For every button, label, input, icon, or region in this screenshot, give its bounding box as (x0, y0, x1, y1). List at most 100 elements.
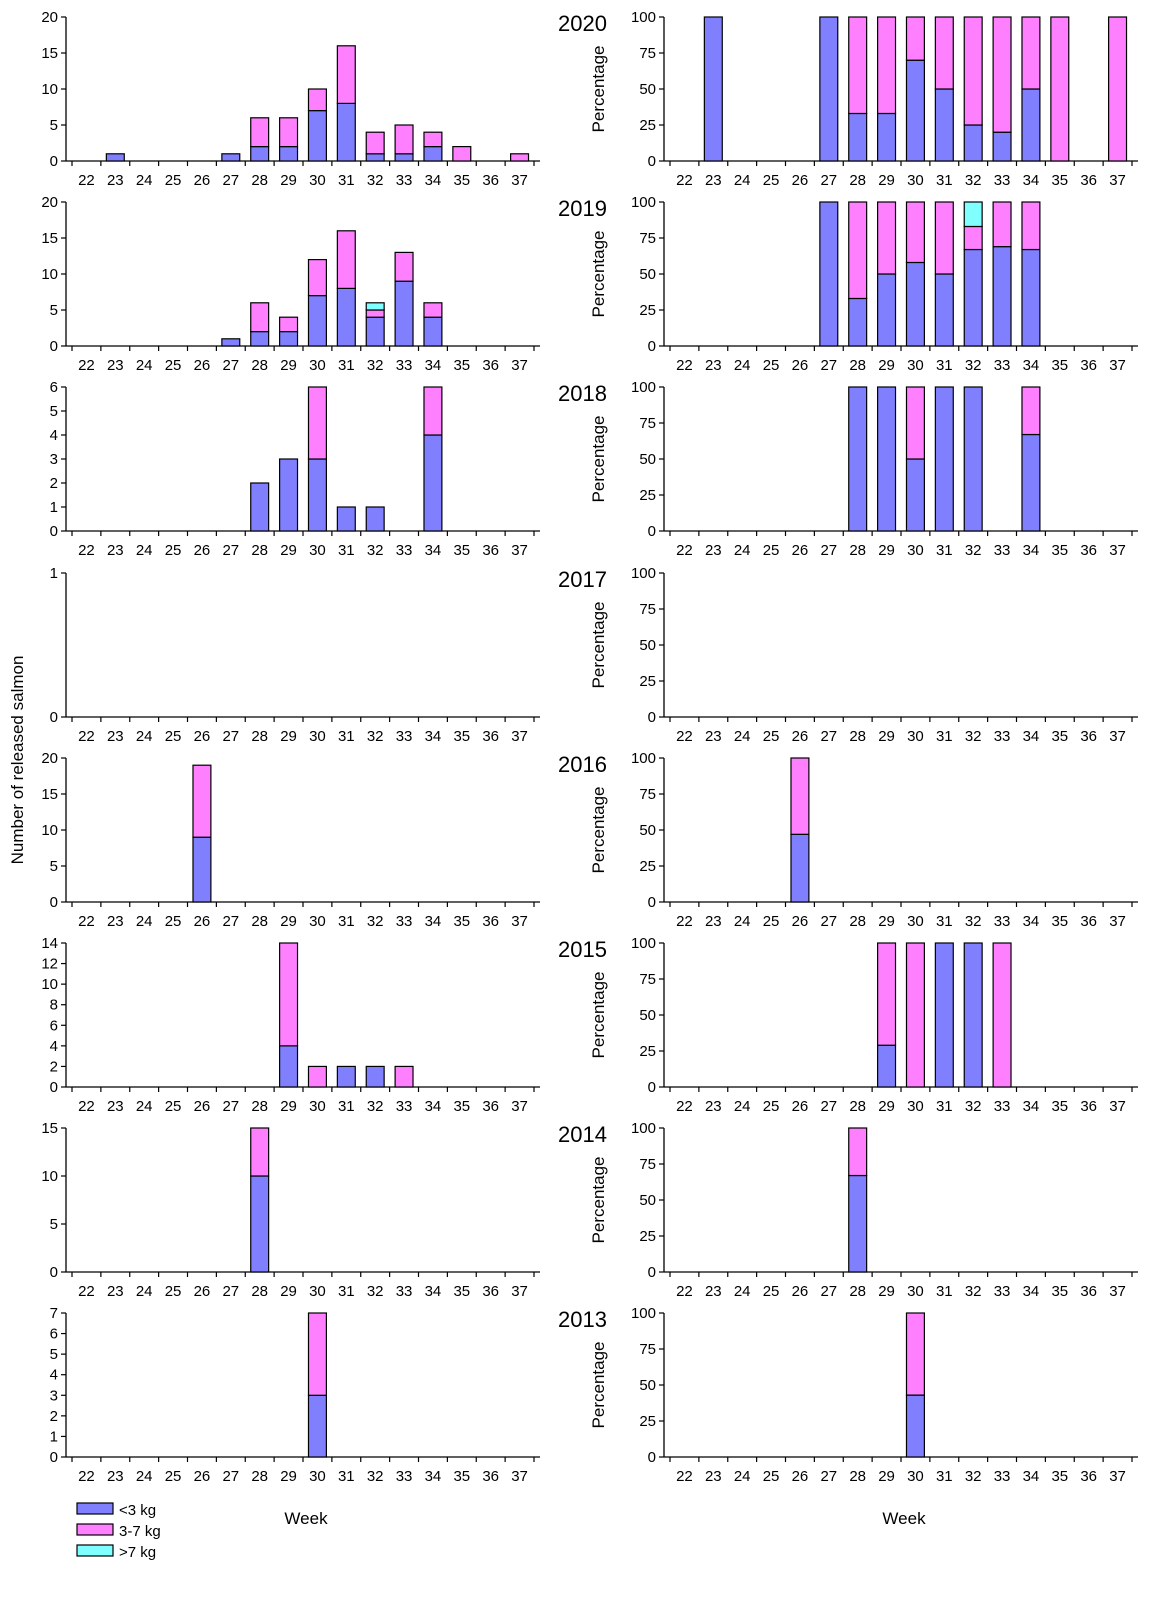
bar-segment (1022, 89, 1040, 161)
bar-segment (935, 387, 953, 531)
x-tick-label: 23 (107, 542, 124, 559)
x-tick-label: 22 (78, 357, 95, 374)
bar-segment (395, 154, 413, 161)
y-tick-label: 15 (41, 786, 58, 803)
y-tick-label: 14 (41, 935, 58, 952)
y-tick-label: 5 (50, 117, 58, 134)
bar-segment (935, 89, 953, 161)
bar-segment (511, 154, 529, 161)
y-tick-label: 25 (639, 1043, 656, 1060)
bar-segment (849, 1128, 867, 1176)
x-tick-label: 35 (1051, 728, 1068, 745)
x-tick-label: 31 (338, 1283, 355, 1300)
x-tick-label: 36 (482, 1098, 499, 1115)
x-tick-label: 34 (1023, 542, 1040, 559)
year-label: 2018 (558, 381, 607, 406)
x-tick-label: 32 (965, 357, 982, 374)
x-tick-label: 31 (338, 728, 355, 745)
x-tick-label: 30 (907, 913, 924, 930)
y-axis-label-percentage: Percentage (589, 602, 608, 689)
x-tick-label: 27 (222, 1098, 239, 1115)
x-tick-label: 35 (1051, 357, 1068, 374)
bar-segment (106, 154, 124, 161)
y-tick-label: 10 (41, 81, 58, 98)
x-tick-label: 31 (936, 357, 953, 374)
x-tick-label: 34 (1023, 728, 1040, 745)
x-tick-label: 36 (1080, 1098, 1097, 1115)
panel-percent-1: 0 25 50 75 100 22 23 24 25 26 27 28 29 30 31 32 33 34 35 36… (558, 9, 1138, 189)
x-tick-label: 33 (994, 542, 1011, 559)
bar-segment (308, 111, 326, 161)
x-tick-label: 26 (792, 1283, 809, 1300)
x-tick-label: 28 (849, 357, 866, 374)
y-tick-label: 15 (41, 1120, 58, 1137)
x-tick-label: 26 (792, 1098, 809, 1115)
panel-count-1: 0 5 10 15 20 22 23 24 25 26 27 28 29 30 31 32 33 34 35 36 37 (41, 9, 540, 189)
x-tick-label: 25 (763, 913, 780, 930)
x-tick-label: 28 (849, 728, 866, 745)
x-tick-label: 34 (425, 357, 442, 374)
x-tick-label: 22 (676, 357, 693, 374)
x-tick-label: 26 (792, 172, 809, 189)
bar-segment (935, 943, 953, 1087)
bar-segment (308, 1313, 326, 1395)
bar-segment (251, 1128, 269, 1176)
x-tick-label: 22 (676, 172, 693, 189)
bar-segment (251, 483, 269, 531)
x-tick-label: 37 (511, 913, 528, 930)
bar-segment (424, 387, 442, 435)
bar-segment (395, 281, 413, 346)
x-tick-label: 26 (194, 728, 211, 745)
x-tick-label: 31 (338, 172, 355, 189)
bar-segment (993, 943, 1011, 1087)
y-tick-label: 10 (41, 822, 58, 839)
y-tick-label: 75 (639, 230, 656, 247)
y-tick-label: 25 (639, 673, 656, 690)
bar-segment (222, 339, 240, 346)
x-tick-label: 34 (1023, 1283, 1040, 1300)
x-tick-label: 33 (396, 542, 413, 559)
x-tick-label: 23 (107, 728, 124, 745)
bar-segment (424, 303, 442, 317)
bar-segment (964, 226, 982, 249)
bar-segment (337, 103, 355, 161)
x-tick-label: 23 (705, 1468, 722, 1485)
x-tick-label: 29 (280, 357, 297, 374)
x-tick-label: 36 (1080, 1283, 1097, 1300)
x-tick-label: 26 (194, 172, 211, 189)
x-tick-label: 22 (78, 1468, 95, 1485)
x-tick-label: 30 (309, 728, 326, 745)
x-tick-label: 22 (78, 1098, 95, 1115)
bar-segment (366, 132, 384, 154)
x-tick-label: 29 (280, 1283, 297, 1300)
x-tick-label: 30 (907, 1098, 924, 1115)
x-tick-label: 37 (1109, 1283, 1126, 1300)
x-tick-label: 28 (849, 913, 866, 930)
x-tick-label: 31 (936, 1468, 953, 1485)
bar-segment (193, 837, 211, 902)
y-tick-label: 75 (639, 415, 656, 432)
x-tick-label: 34 (1023, 1468, 1040, 1485)
x-tick-label: 29 (878, 728, 895, 745)
x-tick-label: 26 (194, 542, 211, 559)
x-tick-label: 23 (705, 1098, 722, 1115)
x-tick-label: 32 (965, 913, 982, 930)
bar-segment (366, 154, 384, 161)
x-tick-label: 34 (425, 913, 442, 930)
bar-segment (280, 317, 298, 331)
x-tick-label: 33 (396, 1098, 413, 1115)
x-tick-label: 29 (878, 1098, 895, 1115)
x-tick-label: 29 (280, 1098, 297, 1115)
y-tick-label: 20 (41, 750, 58, 767)
x-tick-label: 29 (878, 172, 895, 189)
x-tick-label: 31 (338, 1468, 355, 1485)
y-tick-label: 0 (648, 523, 656, 540)
bar-segment (280, 118, 298, 147)
x-tick-label: 31 (936, 1098, 953, 1115)
bar-segment (964, 17, 982, 125)
y-axis-label-percentage: Percentage (589, 1157, 608, 1244)
x-tick-label: 33 (396, 1468, 413, 1485)
